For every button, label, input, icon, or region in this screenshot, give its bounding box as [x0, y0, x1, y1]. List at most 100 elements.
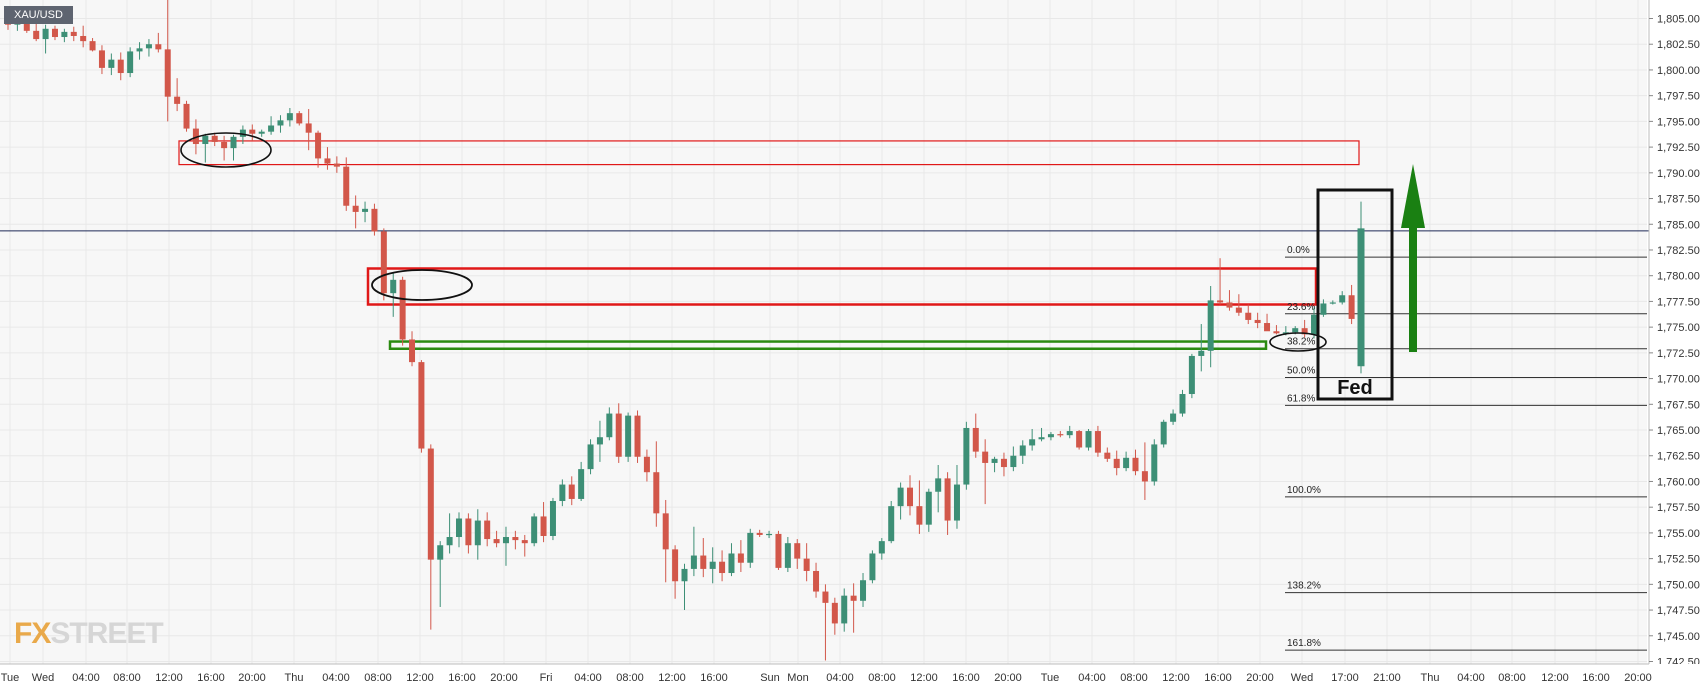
candle-body: [1057, 434, 1064, 436]
candle-body: [80, 35, 87, 42]
x-tick-label: 04:00: [322, 672, 350, 684]
candle-body: [1217, 300, 1224, 303]
fed-label: Fed: [1337, 377, 1373, 399]
candle-body: [653, 472, 660, 514]
candle-body: [737, 553, 744, 563]
candle-body: [446, 537, 453, 546]
x-tick-label: 12:00: [910, 672, 938, 684]
candle-body: [775, 533, 782, 568]
x-tick-label: 16:00: [1582, 672, 1610, 684]
candle-body: [117, 59, 124, 74]
candle-body: [493, 539, 500, 544]
x-tick-label: 08:00: [1498, 672, 1526, 684]
highlight-ellipse: [371, 269, 473, 301]
y-tick-label: 1,800.00: [1657, 65, 1700, 77]
candle-body: [465, 518, 472, 546]
candle-body: [944, 478, 951, 521]
y-tick-label: 1,767.50: [1657, 399, 1700, 411]
candle-body: [1141, 471, 1148, 482]
candle-body: [709, 561, 716, 569]
x-tick-label: Fri: [540, 672, 553, 684]
candle-body: [860, 580, 867, 601]
candle-body: [33, 30, 40, 40]
x-tick-label: 12:00: [1162, 672, 1190, 684]
fib-label: 138.2%: [1287, 581, 1321, 592]
y-tick-label: 1,785.00: [1657, 219, 1700, 231]
candle-body: [1329, 302, 1336, 304]
candle-body: [305, 123, 312, 133]
x-tick-label: 04:00: [826, 672, 854, 684]
candle-body: [127, 51, 134, 74]
x-tick-label: 04:00: [574, 672, 602, 684]
y-tick-label: 1,745.00: [1657, 631, 1700, 643]
time-axis: Tue Wed 04:00 08:00 12:00 16:00 20:00 Thu 04:00 0…: [0, 663, 1707, 687]
fib-label: 23.6%: [1287, 302, 1315, 313]
fed-event-box: [1316, 188, 1394, 401]
x-tick-label: 16:00: [700, 672, 728, 684]
x-tick-label: 08:00: [616, 672, 644, 684]
x-tick-label: Thu: [1421, 672, 1440, 684]
fib-label: 50.0%: [1287, 366, 1315, 377]
y-tick-label: 1,795.00: [1657, 116, 1700, 128]
candle-body: [155, 44, 162, 50]
candle-body: [1104, 452, 1111, 459]
candle-body: [333, 163, 340, 167]
candle-body: [1038, 437, 1045, 440]
x-tick-label: 12:00: [155, 672, 183, 684]
candle-body: [192, 128, 199, 145]
candle-body: [841, 595, 848, 624]
candle-body: [794, 543, 801, 559]
logo-part1: FX: [14, 617, 51, 650]
candle-body: [1160, 421, 1167, 445]
x-tick-label: 20:00: [1246, 672, 1274, 684]
candle-body: [1179, 394, 1186, 414]
x-tick-label: 04:00: [1457, 672, 1485, 684]
candle-body: [831, 602, 838, 624]
symbol-label: XAU/USD: [4, 6, 73, 24]
x-tick-label: 12:00: [406, 672, 434, 684]
candle-body: [1339, 295, 1346, 303]
x-tick-label: Wed: [32, 672, 54, 684]
candle-body: [803, 558, 810, 571]
y-tick-label: 1,797.50: [1657, 91, 1700, 103]
y-tick-label: 1,777.50: [1657, 296, 1700, 308]
candle-body: [681, 568, 688, 582]
candle-body: [643, 456, 650, 473]
x-tick-label: 16:00: [1204, 672, 1232, 684]
candle-body: [1320, 303, 1327, 315]
candle-body: [1226, 302, 1233, 308]
x-tick-label: 16:00: [952, 672, 980, 684]
y-tick-label: 1,792.50: [1657, 142, 1700, 154]
candle-body: [897, 487, 904, 507]
candle-body: [549, 501, 556, 536]
candle-body: [174, 96, 181, 104]
candle-body: [1348, 295, 1355, 319]
candle-body: [211, 135, 218, 142]
candle-body: [1094, 431, 1101, 453]
x-tick-label: 20:00: [1624, 672, 1652, 684]
candle-body: [766, 533, 773, 536]
candle-body: [324, 158, 331, 164]
candle-body: [1235, 307, 1242, 313]
y-tick-label: 1,780.00: [1657, 271, 1700, 283]
y-tick-label: 1,805.00: [1657, 14, 1700, 26]
plot-background: [0, 0, 1647, 664]
candle-body: [1066, 431, 1073, 436]
x-tick-label: Wed: [1291, 672, 1313, 684]
candle-body: [1198, 350, 1205, 356]
candle-body: [1254, 319, 1261, 324]
candle-body: [953, 484, 960, 521]
grid-lines: [0, 0, 1647, 664]
candle-body: [662, 513, 669, 550]
candle-body: [813, 570, 820, 592]
candle-body: [972, 427, 979, 452]
candle-body: [286, 113, 293, 121]
fxstreet-logo: FXSTREET: [14, 617, 164, 651]
candle-body: [1292, 328, 1299, 333]
price-axis: 1,805.00 1,802.50 1,800.00 1,797.50 1,795.00…: [1648, 0, 1707, 687]
candle-body: [1010, 455, 1017, 468]
x-tick-label: 20:00: [490, 672, 518, 684]
x-tick-label: 04:00: [72, 672, 100, 684]
fib-label: 100.0%: [1287, 485, 1321, 496]
y-tick-label: 1,755.00: [1657, 528, 1700, 540]
